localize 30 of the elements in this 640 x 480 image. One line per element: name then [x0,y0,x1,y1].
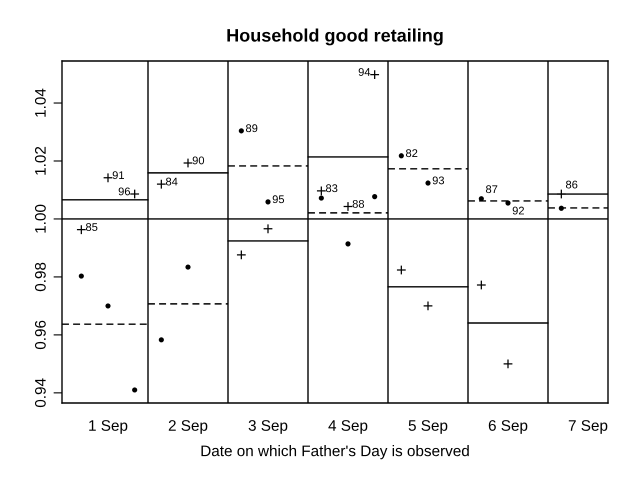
x-tick-label: 7 Sep [568,420,608,434]
x-tick-label: 1 Sep [89,420,128,434]
annotation: 95 [272,195,284,204]
annotation: 85 [86,223,98,231]
annotation: 93 [432,176,444,184]
x-axis-title: Date on which Father's Day is observed [201,445,469,460]
x-tick-label: 5 Sep [408,420,448,434]
x-tick-label: 3 Sep [248,420,288,434]
annotation: 88 [352,200,364,208]
annotation: 86 [566,180,578,189]
annotation: 87 [486,185,498,194]
annotation: 91 [112,171,124,180]
x-tick-label: 4 Sep [328,420,368,434]
annotation: 96 [118,187,130,196]
y-tick-label: 1.00 [34,204,46,233]
annotation: 90 [192,156,204,164]
y-tick-label: 0.94 [34,378,46,408]
chart-title: Household good retailing [227,28,443,46]
annotation: 89 [246,124,258,132]
y-tick-label: 1.02 [34,146,46,175]
y-tick-label: 0.98 [34,262,46,292]
annotation: 84 [166,178,178,186]
y-tick-label: 0.96 [34,320,46,350]
annotation: 82 [406,149,418,158]
x-tick-label: 2 Sep [168,420,208,434]
annotation: 92 [512,206,524,215]
y-tick-label: 1.04 [34,88,46,117]
annotation: 83 [326,184,338,192]
x-tick-label: 6 Sep [488,420,528,434]
annotation: 94 [358,68,370,76]
